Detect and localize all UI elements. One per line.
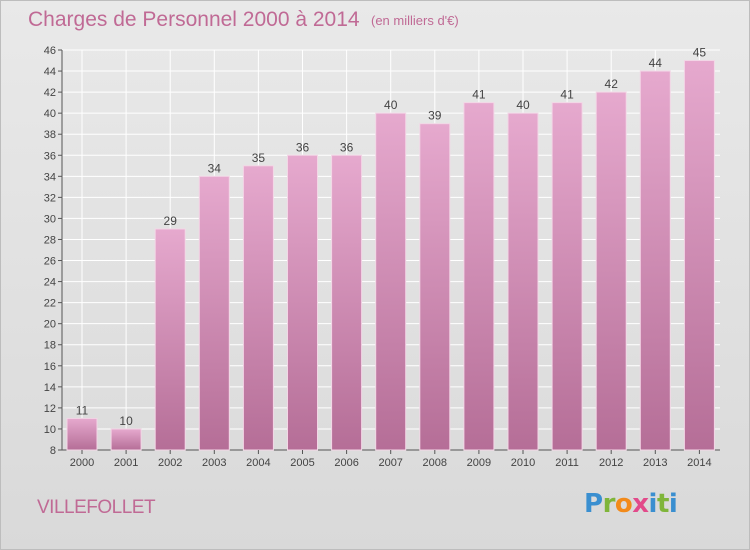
y-tick-label: 18 <box>44 340 56 352</box>
y-tick-label: 46 <box>44 45 56 57</box>
x-tick-label: 2013 <box>643 457 667 469</box>
y-tick-label: 28 <box>44 234 56 246</box>
logo-letter: r <box>602 489 616 519</box>
bar-value-label: 11 <box>76 403 89 417</box>
x-tick-label: 2004 <box>246 457 270 469</box>
bar-value-label: 36 <box>340 140 354 154</box>
bar <box>287 154 318 451</box>
y-tick-label: 22 <box>44 298 56 310</box>
x-tick-label: 2009 <box>467 457 491 469</box>
bar-value-label: 40 <box>384 98 398 112</box>
x-tick-label: 2007 <box>378 457 402 469</box>
y-tick-label: 34 <box>44 171 56 183</box>
x-tick-label: 2005 <box>290 457 314 469</box>
bar-value-label: 29 <box>164 214 178 228</box>
logo-letter: x <box>632 489 649 519</box>
logo-letter: i <box>668 489 678 519</box>
y-tick-label: 38 <box>44 129 56 141</box>
bar-value-label: 40 <box>516 98 530 112</box>
bar <box>110 428 142 451</box>
y-tick-label: 36 <box>44 150 56 162</box>
bar <box>507 112 539 451</box>
bar-value-label: 10 <box>119 414 133 428</box>
x-tick-label: 2014 <box>687 457 711 469</box>
y-tick-label: 8 <box>50 445 56 457</box>
x-tick-label: 2001 <box>114 457 138 469</box>
x-tick-label: 2012 <box>599 457 623 469</box>
x-tick-label: 2003 <box>202 457 226 469</box>
x-tick-label: 2011 <box>555 457 579 469</box>
y-tick-label: 32 <box>44 192 56 204</box>
bar <box>154 228 186 451</box>
y-tick-label: 40 <box>44 108 56 120</box>
bar-value-label: 36 <box>296 140 310 154</box>
logo-letter: P <box>584 489 603 519</box>
bar-value-label: 44 <box>649 56 663 70</box>
x-tick-label: 2002 <box>158 457 182 469</box>
chart-subtitle: (en milliers d'€) <box>371 13 459 28</box>
y-tick-label: 10 <box>44 424 56 436</box>
logo-letter: o <box>614 489 633 519</box>
y-tick-label: 44 <box>44 66 56 78</box>
bar-value-label: 41 <box>560 88 574 102</box>
bar <box>242 165 274 451</box>
x-tick-label: 2010 <box>511 457 535 469</box>
bar <box>639 70 671 451</box>
city-name: VILLEFOLLET <box>37 497 156 518</box>
bar <box>683 60 715 451</box>
bar <box>595 91 627 451</box>
bar <box>375 112 407 451</box>
chart-title: Charges de Personnel 2000 à 2014 <box>28 8 360 31</box>
logo-letter: i <box>648 489 658 519</box>
bar-value-label: 42 <box>605 77 619 91</box>
bar <box>419 123 451 451</box>
bar <box>66 417 98 451</box>
x-tick-label: 2000 <box>70 457 94 469</box>
y-tick-label: 24 <box>44 277 56 289</box>
y-tick-label: 16 <box>44 361 56 373</box>
y-tick-label: 26 <box>44 256 56 268</box>
bar <box>331 154 363 451</box>
bar <box>463 102 495 451</box>
x-tick-label: 2006 <box>334 457 358 469</box>
bar <box>198 175 230 451</box>
bar <box>551 102 583 451</box>
bar-value-label: 35 <box>252 151 266 165</box>
proxiti-logo: Proxiti <box>584 489 678 519</box>
y-tick-label: 42 <box>44 87 56 99</box>
y-tick-label: 20 <box>44 319 56 331</box>
x-tick-label: 2008 <box>423 457 447 469</box>
y-tick-label: 12 <box>44 403 56 415</box>
bar-value-label: 41 <box>472 88 486 102</box>
bar-value-label: 34 <box>208 161 222 175</box>
bar-value-label: 45 <box>693 46 707 60</box>
y-tick-label: 30 <box>44 213 56 225</box>
y-tick-label: 14 <box>44 382 56 394</box>
bar-value-label: 39 <box>428 109 442 123</box>
logo-letter: t <box>656 489 669 519</box>
